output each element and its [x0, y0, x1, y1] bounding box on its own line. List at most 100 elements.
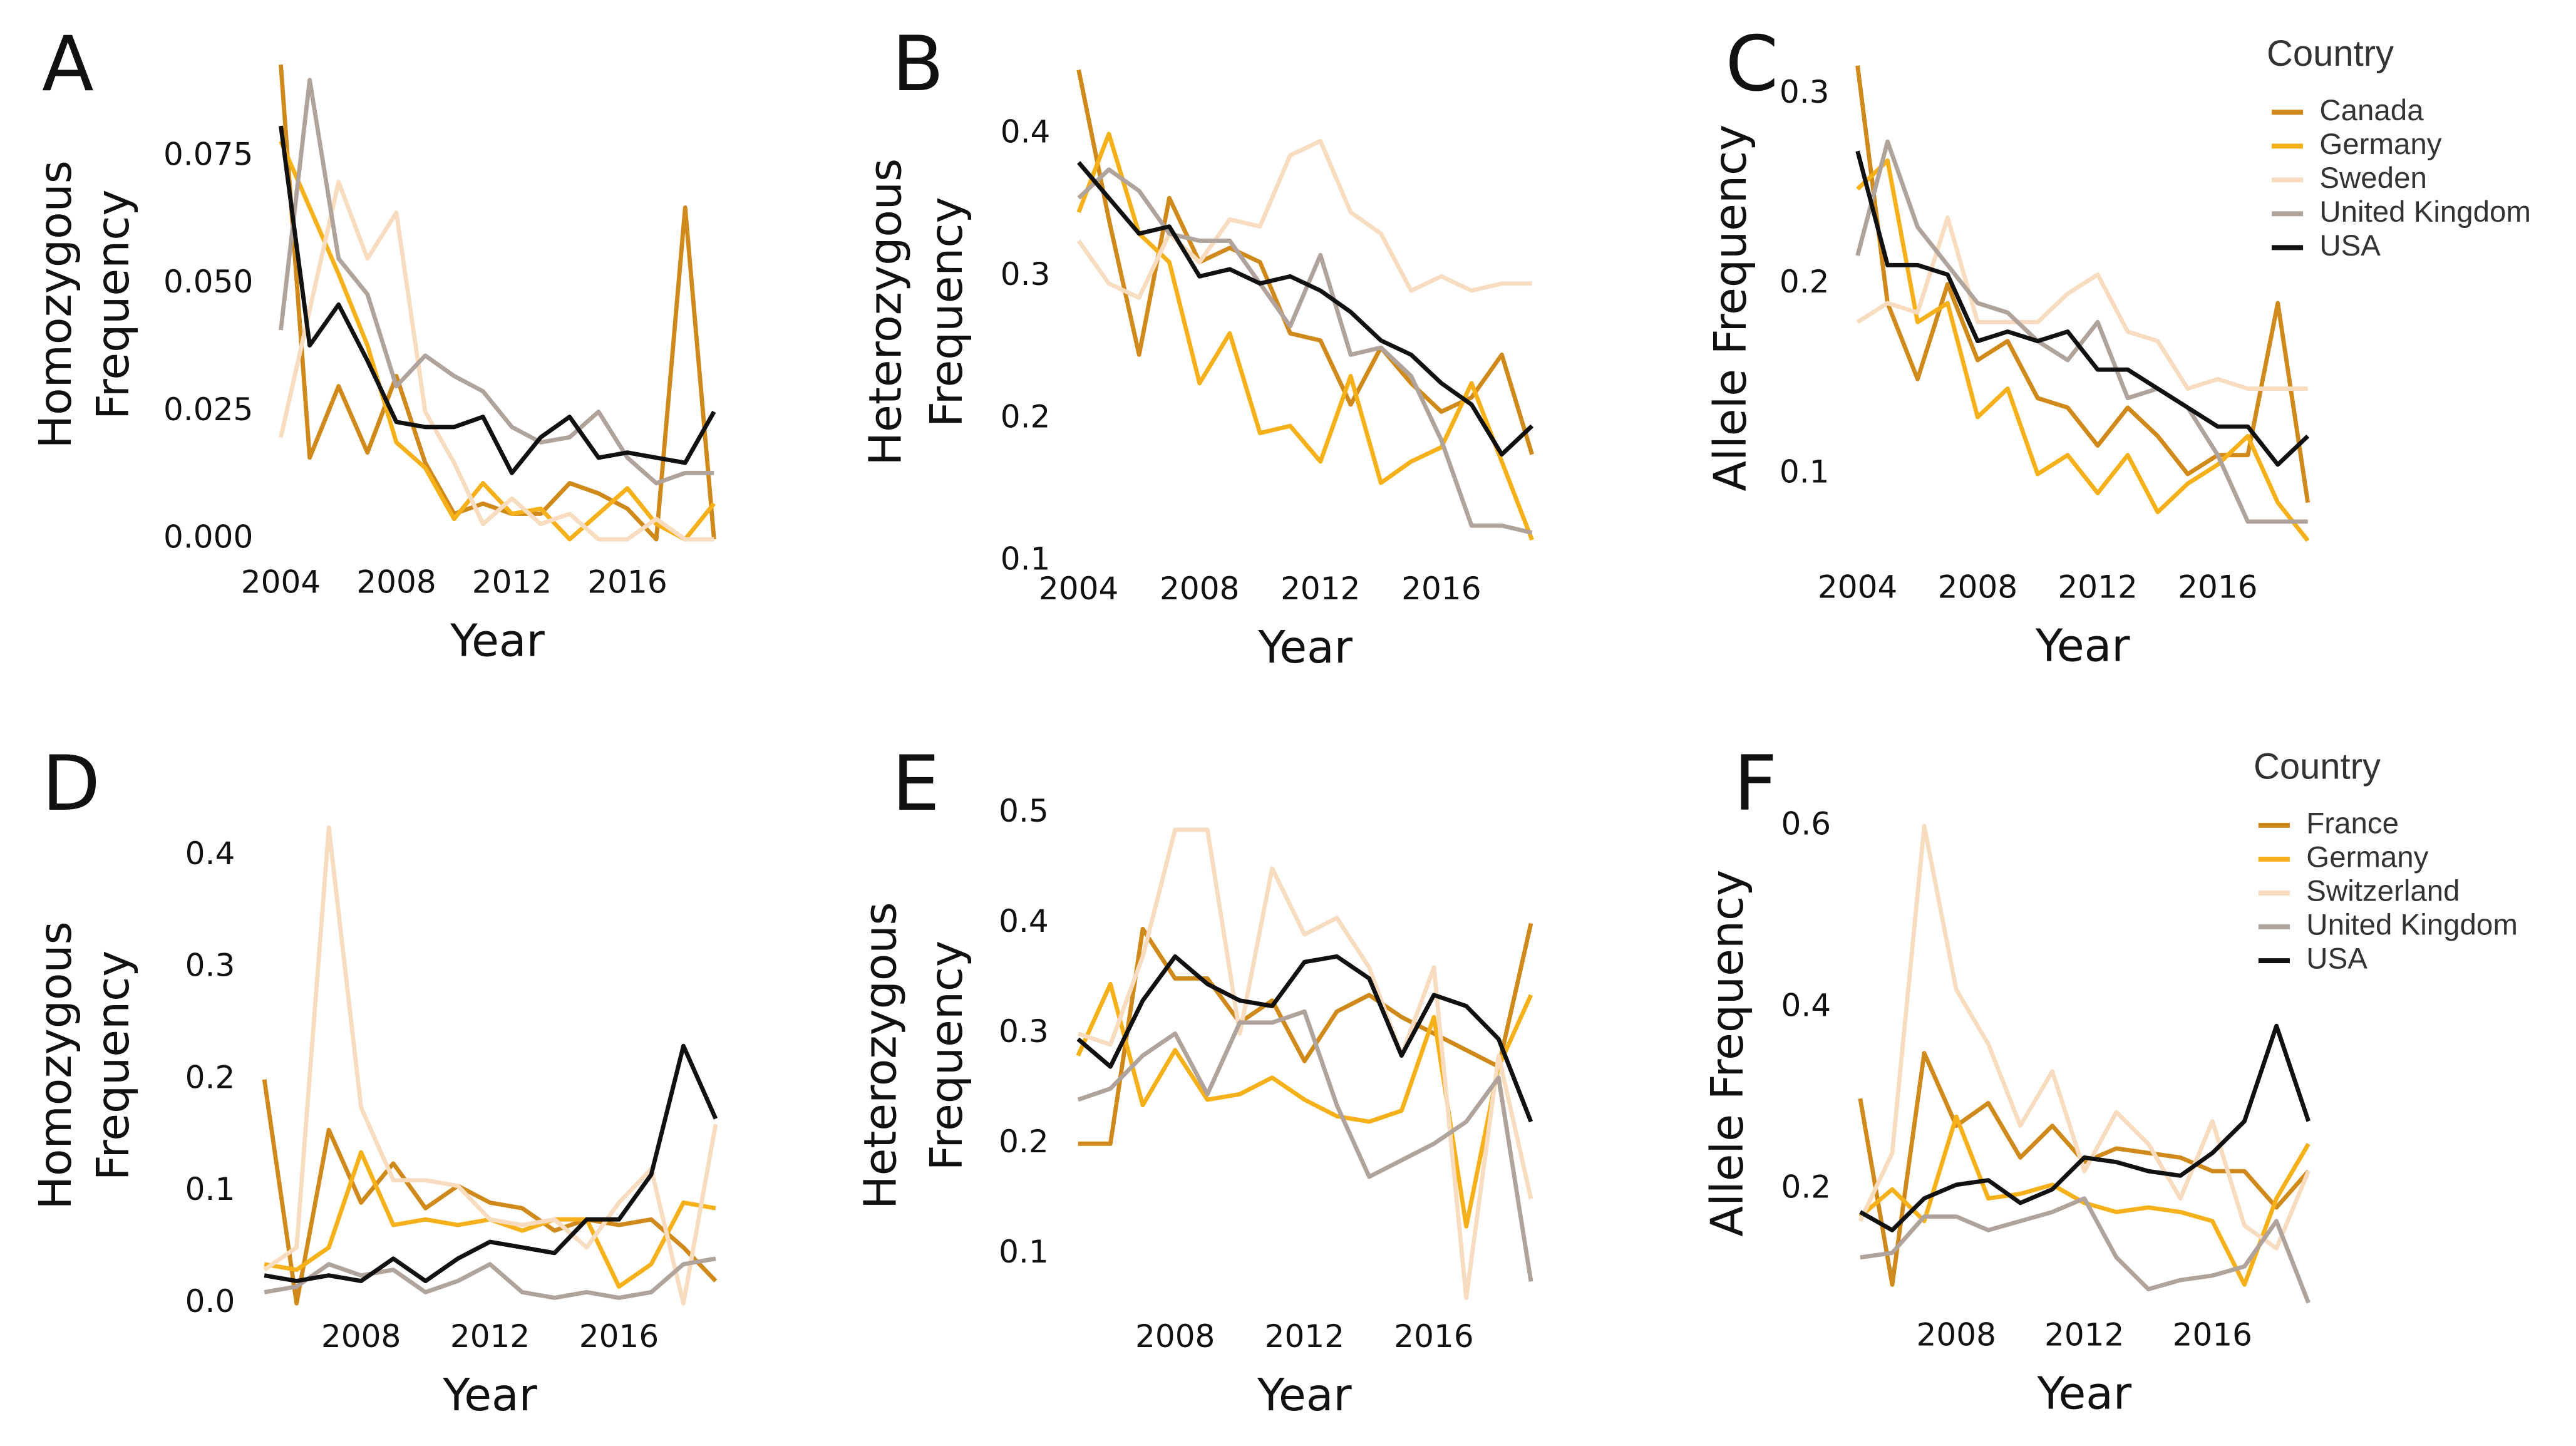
legend-label: Sweden	[2319, 162, 2426, 195]
series-line	[1855, 65, 2311, 504]
y-tick-label: 0.2	[1001, 398, 1051, 435]
y-axis-label: Frequency	[87, 951, 139, 1181]
y-axis-label: Heterozygous	[860, 158, 912, 466]
x-tick-label: 2004	[241, 564, 321, 601]
series-line	[1856, 158, 2310, 542]
legend-label: USA	[2319, 229, 2381, 262]
x-tick-label: 2004	[1818, 569, 1897, 605]
series-line	[1859, 1023, 2311, 1232]
panel-label: D	[42, 739, 100, 828]
legend-label: United Kingdom	[2319, 195, 2531, 229]
y-axis-label: Frequency	[920, 941, 972, 1171]
y-tick-label: 0.050	[163, 264, 253, 300]
y-axis-label: Homozygous	[29, 160, 81, 448]
series-line	[263, 825, 718, 1306]
x-tick-label: 2008	[1160, 571, 1239, 607]
panel-label: E	[892, 739, 940, 828]
x-tick-label: 2004	[1039, 571, 1118, 607]
legend-title: Country	[2254, 747, 2381, 787]
legend-label: Switzerland	[2306, 875, 2460, 908]
series-line	[262, 1079, 718, 1306]
series-line	[279, 125, 716, 475]
x-tick-label: 2016	[579, 1318, 659, 1355]
series-line	[1858, 1114, 2311, 1287]
panel-label: B	[892, 19, 944, 108]
series-line	[1077, 167, 1533, 535]
y-tick-label: 0.2	[185, 1059, 235, 1095]
y-tick-label: 0.2	[1780, 264, 1830, 300]
y-tick-label: 0.075	[163, 136, 253, 172]
y-tick-label: 0.4	[1781, 988, 1832, 1024]
legend-label: Germany	[2319, 128, 2441, 161]
x-axis-label: Year	[1257, 621, 1352, 673]
series-line	[1856, 215, 2308, 391]
x-axis-label: Year	[1257, 1369, 1352, 1421]
x-axis-label: Year	[2035, 619, 2130, 671]
x-tick-label: 2012	[2044, 1317, 2124, 1353]
legend-label: USA	[2306, 942, 2367, 976]
y-axis-label: Allele Frequency	[1704, 125, 1756, 492]
series-line	[1855, 150, 2310, 467]
series-line	[1076, 981, 1533, 1229]
x-tick-label: 2016	[1401, 571, 1481, 607]
y-axis-label: Allele Frequency	[1701, 870, 1753, 1237]
series-line	[1855, 139, 2308, 524]
legend-label: United Kingdom	[2306, 909, 2518, 942]
panel-label: F	[1734, 739, 1778, 828]
series-line	[1077, 1009, 1533, 1282]
x-axis-label: Year	[2036, 1367, 2131, 1419]
series-line	[1076, 954, 1533, 1123]
series-line	[1076, 138, 1532, 300]
series-line	[1078, 922, 1533, 1146]
legend-label: France	[2306, 807, 2399, 840]
y-tick-label: 0.2	[1781, 1169, 1832, 1206]
x-tick-label: 2012	[2058, 569, 2137, 605]
y-tick-label: 0.025	[163, 391, 253, 428]
y-tick-label: 0.3	[1780, 74, 1830, 110]
x-tick-label: 2012	[1265, 1318, 1344, 1355]
y-axis-label: Homozygous	[29, 921, 81, 1209]
series-line	[264, 1256, 716, 1300]
series-line	[1076, 132, 1534, 541]
x-tick-label: 2008	[1938, 569, 2017, 605]
x-tick-label: 2012	[1280, 571, 1360, 607]
x-tick-label: 2012	[472, 564, 552, 601]
x-tick-label: 2008	[321, 1318, 401, 1355]
series-line	[1077, 161, 1534, 457]
y-axis-label: Frequency	[87, 190, 139, 420]
y-tick-label: 0.3	[185, 948, 235, 984]
x-axis-label: Year	[450, 614, 545, 666]
y-axis-label: Heterozygous	[855, 902, 907, 1209]
y-axis-label: Frequency	[920, 197, 972, 427]
y-tick-label: 0.4	[1001, 113, 1051, 150]
y-tick-label: 0.4	[999, 903, 1049, 939]
y-tick-label: 0.1	[1780, 454, 1830, 490]
series-line	[279, 78, 714, 485]
x-tick-label: 2012	[450, 1318, 530, 1355]
x-tick-label: 2008	[1917, 1317, 1996, 1353]
series-line	[1858, 824, 2311, 1251]
panel-label: A	[42, 19, 94, 108]
series-line	[1076, 69, 1534, 455]
series-line	[279, 180, 714, 542]
y-tick-label: 0.5	[999, 793, 1049, 829]
x-tick-label: 2016	[2173, 1317, 2252, 1353]
y-tick-label: 0.000	[163, 519, 253, 555]
y-tick-label: 0.1	[185, 1171, 235, 1207]
legend-title: Country	[2267, 34, 2394, 74]
x-tick-label: 2016	[1394, 1318, 1473, 1355]
y-tick-label: 0.0	[185, 1283, 235, 1319]
x-tick-label: 2008	[1135, 1318, 1215, 1355]
series-line	[1077, 827, 1533, 1301]
series-line	[279, 65, 716, 542]
y-tick-label: 0.3	[1001, 256, 1051, 292]
x-tick-label: 2016	[2178, 569, 2257, 605]
y-tick-label: 0.6	[1781, 806, 1832, 842]
x-tick-label: 2016	[587, 564, 667, 601]
series-line	[1858, 1051, 2311, 1287]
y-tick-label: 0.2	[999, 1123, 1049, 1160]
series-line	[1860, 1196, 2311, 1304]
y-tick-label: 0.4	[185, 835, 235, 872]
